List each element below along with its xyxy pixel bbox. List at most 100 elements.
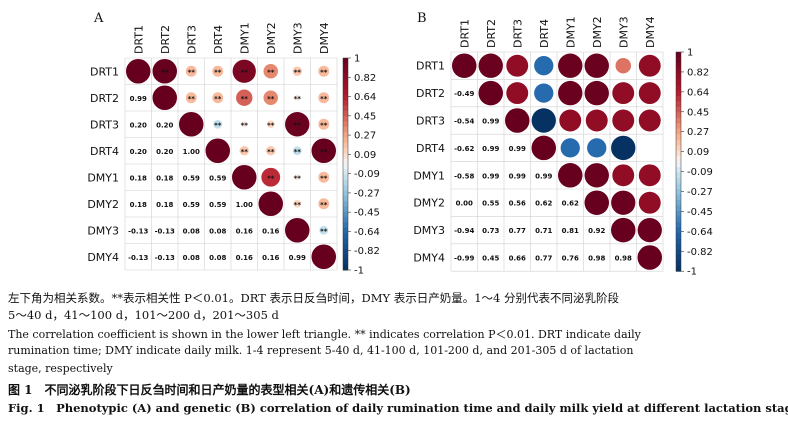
corr-circle bbox=[584, 53, 609, 78]
corr-circle bbox=[232, 59, 256, 83]
corr-value-label: -0.13 bbox=[128, 254, 148, 262]
colorbar-frame bbox=[675, 51, 682, 272]
colorbar-segment bbox=[676, 52, 681, 58]
caption-en-note-line3: stage, respectively bbox=[8, 362, 113, 375]
colorbar-tick-label: -0.09 bbox=[354, 169, 380, 180]
corr-circle bbox=[638, 54, 661, 77]
colorbar-segment bbox=[343, 73, 348, 80]
colorbar-segment bbox=[676, 216, 681, 223]
corr-circle bbox=[611, 190, 636, 215]
colorbar-segment bbox=[676, 128, 681, 135]
panel-label-A: A bbox=[93, 11, 104, 26]
significance-mark: ** bbox=[267, 174, 275, 182]
significance-mark: ** bbox=[241, 121, 249, 129]
diagonal-circle bbox=[611, 217, 636, 243]
row-label-DRT3: DRT3 bbox=[416, 115, 445, 128]
colorbar-segment bbox=[343, 206, 348, 213]
colorbar-tick-label: -0.64 bbox=[354, 227, 380, 238]
corr-value-label: 0.55 bbox=[482, 200, 499, 208]
corr-value-label: 0.62 bbox=[562, 200, 579, 208]
caption-cn-note-line2: 5～40 d，41～100 d，101～200 d，201～305 d bbox=[8, 308, 279, 322]
corr-value-label: 0.59 bbox=[209, 201, 226, 209]
corr-value-label: 0.08 bbox=[183, 227, 200, 235]
corr-value-label: 0.16 bbox=[262, 254, 279, 262]
colorbar-segment bbox=[676, 79, 681, 86]
corr-circle bbox=[615, 57, 631, 74]
corr-value-label: 0.18 bbox=[156, 174, 173, 182]
colorbar-segment bbox=[343, 243, 348, 250]
colorbar-segment bbox=[343, 179, 348, 186]
colorbar-segment bbox=[676, 227, 681, 234]
row-label-DMY2: DMY2 bbox=[87, 198, 119, 211]
corr-value-label: 0.99 bbox=[130, 95, 147, 103]
corr-circle bbox=[213, 119, 223, 129]
colorbar-segment bbox=[676, 62, 681, 69]
col-label-DRT4: DRT4 bbox=[212, 25, 225, 54]
corr-circle bbox=[318, 118, 330, 130]
col-label-DRT2: DRT2 bbox=[485, 19, 498, 48]
colorbar-segment bbox=[343, 137, 348, 144]
corr-value-label: 0.99 bbox=[509, 145, 526, 153]
significance-mark: ** bbox=[294, 121, 302, 129]
corr-value-label: 0.16 bbox=[236, 254, 253, 262]
corr-circle bbox=[638, 109, 661, 132]
colorbar-frame bbox=[342, 57, 349, 271]
colorbar-tick-label: -1 bbox=[687, 267, 697, 278]
colorbar-segment bbox=[343, 222, 348, 229]
colorbar-segment bbox=[343, 201, 348, 207]
significance-mark: ** bbox=[267, 148, 275, 156]
colorbar-segment bbox=[343, 254, 348, 260]
significance-mark: ** bbox=[294, 148, 302, 156]
colorbar-segment bbox=[676, 156, 681, 163]
corr-value-label: 1.00 bbox=[183, 148, 200, 156]
colorbar-segment bbox=[676, 194, 681, 201]
colorbar-segment bbox=[343, 132, 348, 138]
corr-circle bbox=[152, 59, 177, 84]
caption-cn-note-line1: 左下角为相关系数。**表示相关性 P＜0.01。DRT 表示日反刍时间，DMY … bbox=[8, 291, 620, 305]
caption-en-note-line2: rumination time; DMY indicate daily milk… bbox=[8, 344, 634, 357]
corr-circle bbox=[584, 80, 609, 106]
colorbar-segment bbox=[676, 145, 681, 152]
significance-mark: ** bbox=[320, 148, 328, 156]
corr-value-label: -0.49 bbox=[454, 90, 474, 98]
corr-circle bbox=[292, 146, 302, 156]
corr-circle bbox=[263, 64, 278, 79]
corr-circle bbox=[318, 92, 330, 104]
colorbar-tick-label: 0.09 bbox=[354, 150, 376, 161]
corr-value-label: -0.13 bbox=[155, 254, 175, 262]
corr-circle bbox=[239, 146, 249, 156]
colorbar-segment bbox=[343, 58, 348, 64]
corr-value-label: 0.20 bbox=[156, 148, 173, 156]
diagonal-circle bbox=[584, 190, 609, 215]
colorbar-segment bbox=[343, 142, 348, 149]
diagonal-circle bbox=[311, 244, 336, 269]
colorbar-segment bbox=[343, 264, 348, 271]
colorbar-tick-label: 0.82 bbox=[687, 67, 709, 78]
colorbar-segment bbox=[343, 248, 348, 255]
colorbar-segment bbox=[343, 169, 348, 176]
colorbar-segment bbox=[676, 84, 681, 91]
colorbar-tick-label: 0.64 bbox=[687, 87, 709, 98]
colorbar-segment bbox=[343, 116, 348, 123]
colorbar-tick-label: -0.64 bbox=[687, 227, 713, 238]
corr-circle bbox=[531, 108, 556, 133]
colorbar-segment bbox=[676, 73, 681, 80]
colorbar-segment bbox=[676, 260, 681, 267]
significance-mark: ** bbox=[320, 68, 328, 76]
col-label-DRT1: DRT1 bbox=[132, 25, 145, 54]
diagonal-circle bbox=[637, 245, 662, 270]
corr-value-label: 0.71 bbox=[535, 227, 552, 235]
row-label-DRT1: DRT1 bbox=[416, 60, 445, 73]
colorbar-segment bbox=[676, 265, 681, 272]
colorbar-segment bbox=[343, 174, 348, 181]
corr-value-label: 0.92 bbox=[588, 227, 605, 235]
significance-mark: ** bbox=[294, 68, 302, 76]
corr-circle bbox=[638, 191, 661, 214]
corr-value-label: -0.94 bbox=[454, 227, 474, 235]
colorbar-segment bbox=[676, 95, 681, 102]
row-label-DRT4: DRT4 bbox=[90, 145, 119, 158]
colorbar-tick-label: -1 bbox=[354, 266, 364, 277]
corr-value-label: 0.16 bbox=[262, 227, 279, 235]
corr-value-label: 0.73 bbox=[482, 227, 499, 235]
colorbar-tick-label: 1 bbox=[354, 54, 360, 65]
